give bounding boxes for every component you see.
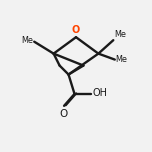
Text: Me: Me	[114, 30, 126, 39]
Text: Me: Me	[116, 55, 127, 64]
Text: O: O	[59, 109, 67, 119]
Text: OH: OH	[92, 88, 107, 98]
Text: Me: Me	[21, 36, 33, 45]
Text: O: O	[72, 24, 80, 35]
